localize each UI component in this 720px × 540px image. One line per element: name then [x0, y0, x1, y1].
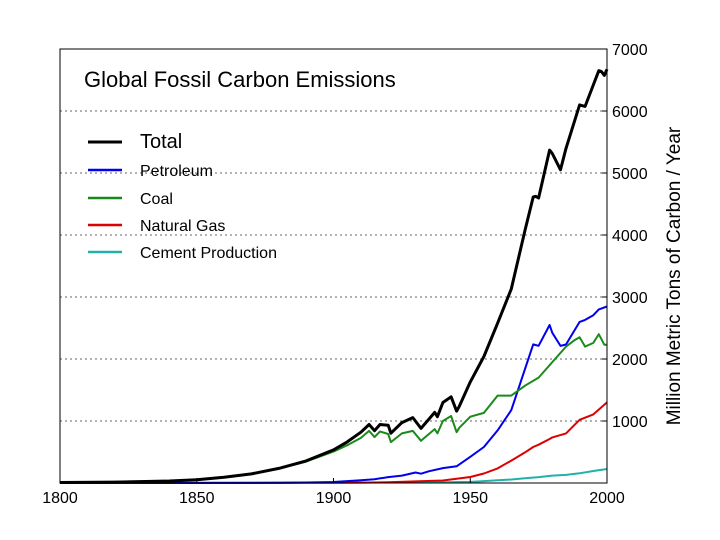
plot-area [60, 49, 607, 483]
y-tick-label-5000: 5000 [612, 166, 648, 183]
axis-ticks: 1000 2000 3000 4000 5000 6000 7000 1800 1850 1900… [42, 42, 647, 507]
chart-title: Global Fossil Carbon Emissions [84, 67, 396, 92]
x-tick-label-2000: 2000 [589, 490, 625, 507]
x-tick-label-1800: 1800 [42, 490, 78, 507]
y-tick-label-3000: 3000 [612, 290, 648, 307]
y-tick-label-6000: 6000 [612, 104, 648, 121]
legend-label-natural-gas: Natural Gas [140, 218, 225, 235]
legend-label-cement-production: Cement Production [140, 245, 277, 262]
legend-label-coal: Coal [140, 191, 173, 208]
y-tick-label-4000: 4000 [612, 228, 648, 245]
grid-lines [60, 110, 607, 422]
legend-label-total: Total [140, 131, 182, 153]
y-tick-label-7000: 7000 [612, 42, 648, 59]
series-line-petroleum [59, 305, 608, 484]
y-tick-label-1000: 1000 [612, 414, 648, 431]
series-line-cement-production [59, 468, 608, 484]
x-tick-label-1850: 1850 [179, 490, 215, 507]
x-tick-label-1900: 1900 [316, 490, 352, 507]
legend: Total Petroleum Coal Natural Gas Cement Prod… [88, 131, 277, 262]
y-tick-label-2000: 2000 [612, 352, 648, 369]
y-axis-label: Million Metric Tons of Carbon / Year [664, 126, 685, 425]
legend-label-petroleum: Petroleum [140, 163, 213, 180]
x-tick-label-1950: 1950 [452, 490, 488, 507]
series-line-total [59, 68, 609, 484]
